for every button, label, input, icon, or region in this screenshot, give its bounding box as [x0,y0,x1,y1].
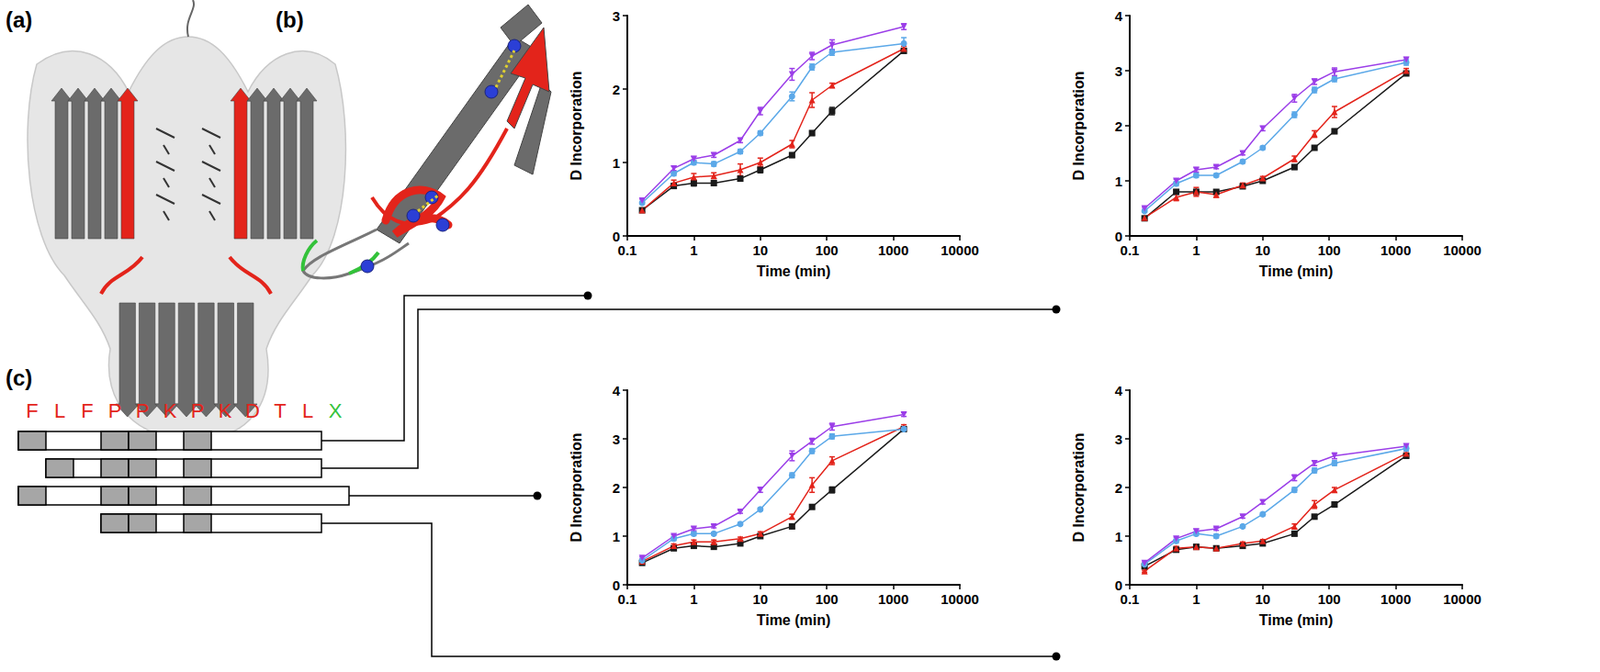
svg-text:10: 10 [752,591,768,608]
svg-text:P: P [191,399,205,423]
svg-text:3: 3 [1115,431,1123,448]
svg-text:10000: 10000 [940,591,980,608]
svg-text:Time (min): Time (min) [756,263,832,280]
svg-text:D: D [245,399,260,423]
svg-text:K: K [163,399,178,423]
svg-text:K: K [218,399,233,423]
svg-text:0: 0 [1115,577,1123,594]
svg-text:1: 1 [1192,242,1200,259]
svg-text:1: 1 [612,529,620,545]
svg-text:2: 2 [612,480,620,496]
svg-text:1000: 1000 [878,242,909,259]
svg-text:Time (min): Time (min) [756,612,832,629]
svg-text:D Incorporation: D Incorporation [568,432,585,542]
svg-text:Time (min): Time (min) [1259,612,1334,629]
svg-text:D Incorporation: D Incorporation [1070,432,1087,542]
svg-text:100: 100 [1318,242,1341,259]
svg-text:D Incorporation: D Incorporation [568,70,585,181]
svg-text:1: 1 [689,242,698,259]
svg-text:1: 1 [1192,591,1200,608]
svg-text:1000: 1000 [1380,242,1411,259]
svg-text:100: 100 [815,591,839,608]
svg-text:F: F [80,399,93,423]
svg-text:2: 2 [1115,480,1123,496]
svg-text:L: L [54,399,66,423]
svg-text:100: 100 [815,242,839,259]
svg-text:3: 3 [612,431,620,448]
svg-text:10000: 10000 [1442,591,1482,608]
svg-text:4: 4 [1115,8,1124,24]
svg-text:0.1: 0.1 [1120,591,1140,608]
svg-text:1000: 1000 [878,591,909,608]
svg-text:3: 3 [1115,63,1123,79]
svg-text:P: P [108,399,123,423]
svg-text:4: 4 [612,383,621,399]
svg-text:1000: 1000 [1380,591,1411,608]
svg-text:L: L [302,399,314,423]
svg-text:1: 1 [612,155,620,171]
svg-text:10000: 10000 [1442,242,1482,259]
svg-text:0.1: 0.1 [618,242,638,259]
svg-text:(c): (c) [5,365,33,391]
svg-text:2: 2 [1115,118,1123,135]
svg-text:0: 0 [1115,228,1123,245]
svg-text:1: 1 [1115,173,1123,190]
svg-text:D Incorporation: D Incorporation [1070,70,1087,181]
svg-text:T: T [273,399,286,423]
svg-text:0: 0 [612,228,620,245]
svg-text:2: 2 [612,81,620,98]
svg-text:100: 100 [1318,591,1341,608]
svg-text:4: 4 [1115,383,1124,399]
svg-text:10000: 10000 [940,242,980,259]
svg-text:F: F [25,399,38,423]
svg-text:0.1: 0.1 [618,591,638,608]
svg-text:(a): (a) [5,7,33,33]
svg-text:10: 10 [752,242,768,259]
svg-text:0: 0 [612,577,620,594]
svg-text:Time (min): Time (min) [1259,263,1334,280]
svg-text:10: 10 [1254,242,1271,259]
svg-text:0.1: 0.1 [1120,242,1140,259]
svg-text:P: P [135,399,150,423]
svg-text:X: X [328,399,343,423]
svg-text:1: 1 [1115,529,1123,545]
svg-text:3: 3 [612,8,620,24]
svg-text:1: 1 [689,591,698,608]
svg-text:10: 10 [1254,591,1271,608]
svg-text:(b): (b) [275,7,305,33]
